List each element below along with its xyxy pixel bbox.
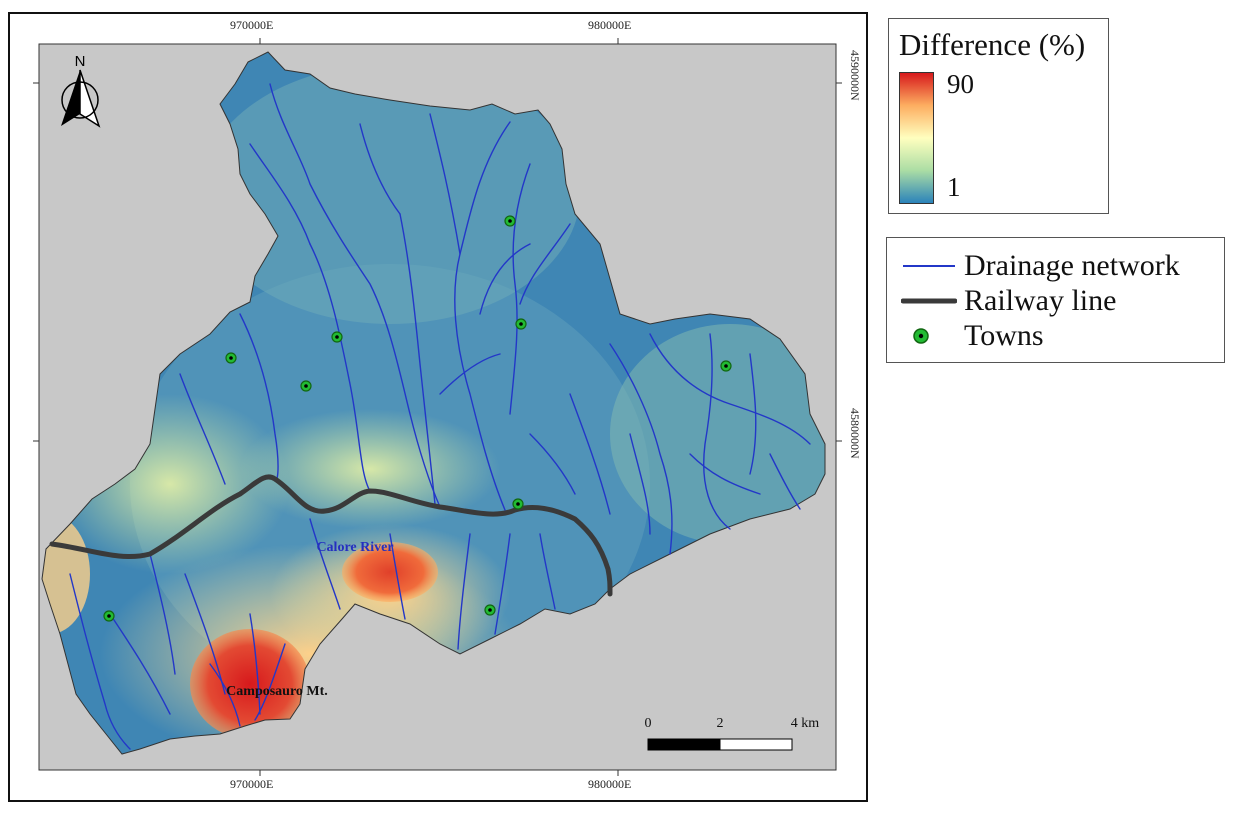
legend-item-railway: Railway line <box>887 283 1224 319</box>
stream-9 <box>649 333 811 445</box>
town-marker-3 <box>225 352 237 364</box>
stream-4 <box>309 243 371 492</box>
stream-12 <box>569 393 611 515</box>
town-marker-8 <box>484 604 496 616</box>
grid-ticks <box>33 38 842 776</box>
legend-label-railway: Railway line <box>964 284 1117 317</box>
calore-hotspot <box>342 542 438 602</box>
difference-legend: Difference (%) 90 1 <box>888 18 1109 214</box>
legend-item-drainage: Drainage network <box>887 248 1224 284</box>
railway-line <box>49 474 613 597</box>
stream-23 <box>309 518 341 610</box>
scale-tick-4: 4 km <box>791 716 820 731</box>
town-marker-6 <box>512 498 524 510</box>
difference-legend-title: Difference (%) <box>899 27 1086 62</box>
stream-28 <box>479 243 531 315</box>
legend-item-towns: Towns <box>887 318 1224 354</box>
easting-top-980000: 980000E <box>588 18 632 32</box>
towns-layer <box>103 215 732 622</box>
stream-14 <box>109 613 171 715</box>
camposauro-label: Camposauro Mt. <box>226 684 328 699</box>
stream-17 <box>254 643 286 721</box>
calore-river-label: Calore River <box>316 540 393 555</box>
town-marker-4 <box>300 380 312 392</box>
town-dot-icon <box>913 328 929 344</box>
stream-16 <box>249 613 261 715</box>
stream-24 <box>149 553 176 675</box>
stream-11 <box>749 353 757 475</box>
difference-color-ramp <box>899 72 934 204</box>
northing-4580000: 4580000N <box>848 408 862 459</box>
stream-30 <box>529 433 576 495</box>
difference-max-label: 90 <box>947 69 974 99</box>
drainage-line-icon <box>903 265 955 267</box>
stream-2 <box>519 223 571 305</box>
difference-min-label: 1 <box>947 172 961 202</box>
town-marker-7 <box>103 610 115 622</box>
stream-26 <box>429 113 461 255</box>
town-marker-5 <box>720 360 732 372</box>
stream-7 <box>179 373 226 485</box>
north-arrow-letter: N <box>75 53 86 70</box>
stream-25 <box>359 123 401 215</box>
railway-line-icon <box>901 298 957 304</box>
town-marker-1 <box>515 318 527 330</box>
easting-top-970000: 970000E <box>230 18 274 32</box>
stream-27 <box>249 143 311 245</box>
legend-label-towns: Towns <box>964 319 1044 352</box>
stream-33 <box>769 453 801 510</box>
easting-bottom-970000: 970000E <box>230 777 274 791</box>
scale-tick-0: 0 <box>645 716 652 731</box>
camposauro-hotspot <box>190 629 310 739</box>
stream-3 <box>269 83 441 508</box>
scale-bar: 0 2 4 km <box>645 716 820 751</box>
stream-22 <box>539 533 556 610</box>
northing-4590000: 4590000N <box>848 50 862 101</box>
drainage-network <box>69 83 811 750</box>
stream-8 <box>609 343 673 555</box>
map-frame: N Calore River Camposauro Mt. 0 2 4 km 9… <box>8 12 868 802</box>
stream-1 <box>509 163 531 415</box>
north-arrow-icon: N <box>61 53 101 128</box>
map-canvas: N Calore River Camposauro Mt. 0 2 4 km <box>33 38 842 776</box>
stream-19 <box>389 533 406 620</box>
stream-10 <box>703 333 731 530</box>
stream-29 <box>439 353 501 395</box>
scale-tick-2: 2 <box>717 716 724 731</box>
stream-32 <box>689 453 761 495</box>
stream-6 <box>239 313 279 481</box>
features-legend: Drainage network Railway line Towns <box>886 237 1225 363</box>
stream-21 <box>494 533 511 635</box>
stream-31 <box>629 433 651 535</box>
stream-13 <box>69 573 131 750</box>
stream-0 <box>454 121 511 511</box>
legend-label-drainage: Drainage network <box>964 249 1180 282</box>
stream-20 <box>457 533 471 650</box>
stream-18 <box>209 663 241 727</box>
town-marker-0 <box>504 215 516 227</box>
stream-5 <box>399 213 436 505</box>
town-marker-2 <box>331 331 343 343</box>
easting-bottom-980000: 980000E <box>588 777 632 791</box>
